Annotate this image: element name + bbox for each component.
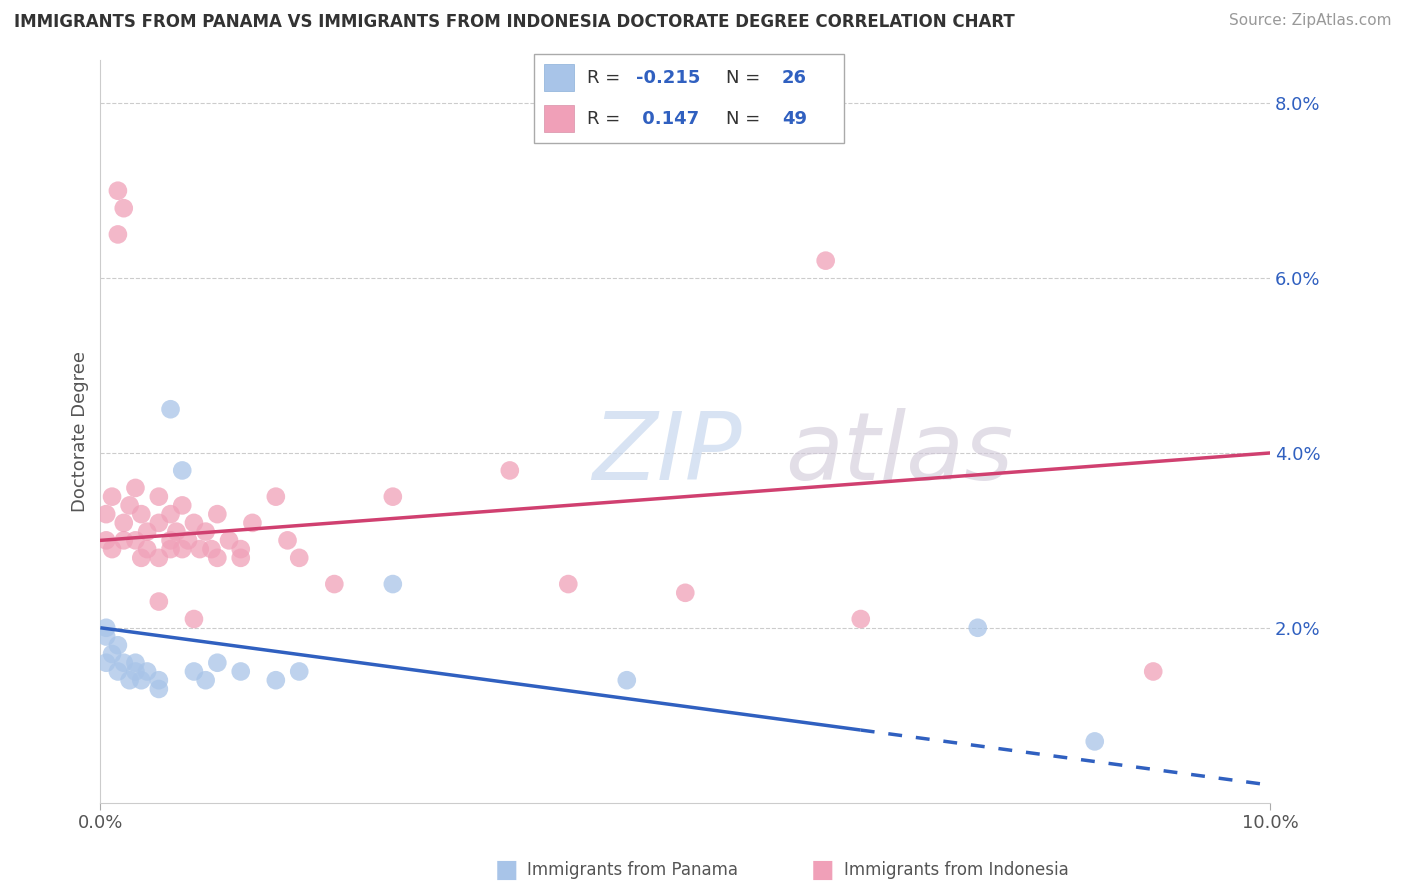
Point bbox=[118, 499, 141, 513]
Point bbox=[124, 533, 146, 548]
Point bbox=[96, 630, 118, 644]
Text: IMMIGRANTS FROM PANAMA VS IMMIGRANTS FROM INDONESIA DOCTORATE DEGREE CORRELATION: IMMIGRANTS FROM PANAMA VS IMMIGRANTS FRO… bbox=[14, 13, 1015, 31]
Point bbox=[194, 673, 217, 688]
Point bbox=[172, 542, 194, 557]
Point bbox=[200, 542, 222, 557]
Point bbox=[96, 533, 118, 548]
Text: Immigrants from Indonesia: Immigrants from Indonesia bbox=[844, 861, 1069, 879]
Point bbox=[207, 550, 229, 565]
Point bbox=[124, 665, 146, 679]
Point bbox=[242, 516, 264, 530]
Point bbox=[107, 227, 129, 242]
Point bbox=[194, 524, 217, 539]
Point bbox=[499, 463, 522, 477]
Text: Immigrants from Panama: Immigrants from Panama bbox=[527, 861, 738, 879]
Point bbox=[96, 507, 118, 521]
Point bbox=[966, 621, 988, 635]
Text: ■: ■ bbox=[811, 858, 834, 881]
Point bbox=[264, 490, 287, 504]
Y-axis label: Doctorate Degree: Doctorate Degree bbox=[72, 351, 89, 512]
Point bbox=[124, 656, 146, 670]
Point bbox=[1142, 665, 1164, 679]
Point bbox=[849, 612, 872, 626]
Point bbox=[101, 647, 124, 661]
Point bbox=[107, 184, 129, 198]
Point bbox=[124, 481, 146, 495]
Point bbox=[129, 550, 152, 565]
Point bbox=[112, 201, 135, 215]
FancyBboxPatch shape bbox=[544, 105, 575, 132]
Text: 26: 26 bbox=[782, 69, 807, 87]
Point bbox=[814, 253, 837, 268]
Point bbox=[112, 516, 135, 530]
Point bbox=[288, 550, 311, 565]
Point bbox=[136, 524, 159, 539]
Point bbox=[148, 490, 170, 504]
Point bbox=[229, 665, 252, 679]
Point bbox=[381, 490, 404, 504]
Point bbox=[148, 673, 170, 688]
Point bbox=[381, 577, 404, 591]
Point bbox=[172, 499, 194, 513]
Text: 49: 49 bbox=[782, 110, 807, 128]
Point bbox=[188, 542, 211, 557]
Point bbox=[229, 542, 252, 557]
Point bbox=[96, 656, 118, 670]
Point bbox=[112, 533, 135, 548]
Point bbox=[129, 673, 152, 688]
Point bbox=[673, 586, 696, 600]
Point bbox=[616, 673, 638, 688]
Point bbox=[148, 594, 170, 608]
Text: atlas: atlas bbox=[785, 408, 1012, 499]
Point bbox=[101, 542, 124, 557]
Text: N =: N = bbox=[725, 69, 766, 87]
Point bbox=[148, 550, 170, 565]
Point bbox=[183, 612, 205, 626]
Point bbox=[101, 490, 124, 504]
Point bbox=[148, 516, 170, 530]
Point bbox=[229, 550, 252, 565]
Text: R =: R = bbox=[586, 110, 626, 128]
Point bbox=[207, 507, 229, 521]
Text: ZIP: ZIP bbox=[592, 408, 741, 499]
Point bbox=[557, 577, 579, 591]
Text: Source: ZipAtlas.com: Source: ZipAtlas.com bbox=[1229, 13, 1392, 29]
Point bbox=[136, 542, 159, 557]
Point bbox=[159, 542, 181, 557]
Point bbox=[183, 516, 205, 530]
Point bbox=[323, 577, 346, 591]
FancyBboxPatch shape bbox=[534, 54, 844, 143]
Point bbox=[118, 673, 141, 688]
Point bbox=[277, 533, 299, 548]
Point bbox=[1084, 734, 1107, 748]
Point bbox=[112, 656, 135, 670]
Point bbox=[159, 402, 181, 417]
Point bbox=[218, 533, 240, 548]
Point bbox=[165, 524, 187, 539]
Text: R =: R = bbox=[586, 69, 626, 87]
Point bbox=[129, 507, 152, 521]
Point bbox=[96, 621, 118, 635]
Text: ■: ■ bbox=[495, 858, 517, 881]
Point bbox=[172, 463, 194, 477]
Point bbox=[107, 638, 129, 652]
Point bbox=[183, 665, 205, 679]
Point bbox=[159, 533, 181, 548]
Point bbox=[207, 656, 229, 670]
Point bbox=[288, 665, 311, 679]
FancyBboxPatch shape bbox=[544, 64, 575, 91]
Point bbox=[107, 665, 129, 679]
Text: N =: N = bbox=[725, 110, 766, 128]
Point bbox=[136, 665, 159, 679]
Point bbox=[177, 533, 200, 548]
Point bbox=[148, 681, 170, 696]
Point bbox=[264, 673, 287, 688]
Text: 0.147: 0.147 bbox=[637, 110, 699, 128]
Point bbox=[159, 507, 181, 521]
Text: -0.215: -0.215 bbox=[637, 69, 700, 87]
